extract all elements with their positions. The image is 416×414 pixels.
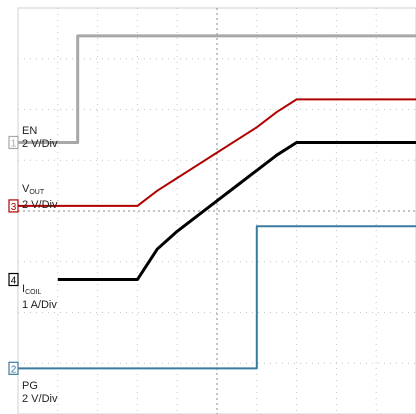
pg-scale: 2 V/Div [22, 393, 58, 405]
channel-marker-label: 4 [11, 276, 17, 287]
icoil-label: ICOIL 1 A/Div [22, 283, 57, 312]
channel-marker-label: 1 [11, 138, 17, 149]
icoil-scale: 1 A/Div [22, 299, 57, 311]
channel-markers: 1 3 4 2 [8, 135, 19, 375]
channel-marker-label: 2 [11, 364, 17, 375]
trace-pg [18, 225, 416, 370]
channel-marker [8, 135, 19, 150]
en-scale: 2 V/Div [22, 138, 58, 150]
vout-scale: 2 V/Div [22, 199, 58, 211]
trace-en [18, 34, 416, 144]
en-label: EN 2 V/Div [22, 125, 57, 151]
channel-marker [8, 361, 19, 375]
grid [17, 7, 416, 414]
trace-vout [18, 98, 416, 207]
channel-marker [8, 272, 19, 287]
pg-label: PG 2 V/Div [22, 380, 57, 406]
channel-marker [8, 199, 19, 213]
icoil-name: ICOIL [22, 283, 42, 296]
traces [18, 34, 416, 370]
vout-label: VOUT 2 V/Div [22, 183, 57, 212]
pg-name: PG [22, 380, 38, 392]
channel-marker-label: 3 [11, 202, 17, 213]
en-name: EN [22, 125, 38, 137]
vout-name: VOUT [22, 183, 45, 196]
trace-icoil [57, 140, 416, 282]
